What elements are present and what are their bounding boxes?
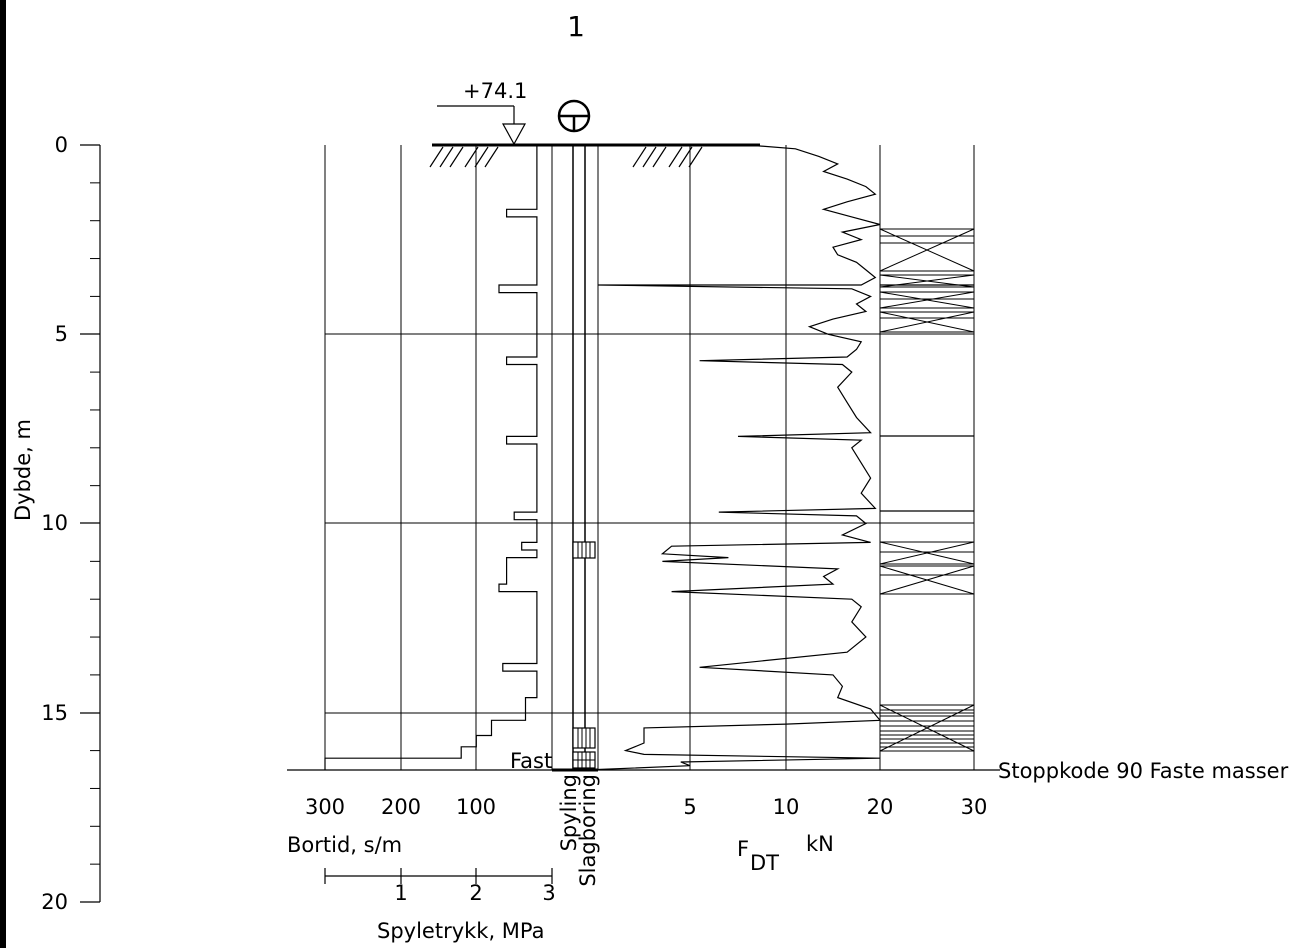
bortid-axis-label: Bortid, s/m bbox=[287, 833, 402, 857]
spyletrykk-tick-2: 2 bbox=[469, 881, 482, 905]
terrain-hatch-left bbox=[429, 146, 499, 168]
force-tick-20: 20 bbox=[867, 795, 894, 819]
cross-zone-4 bbox=[879, 311, 975, 333]
method-column-outline bbox=[572, 144, 586, 771]
bortid-tick-300: 300 bbox=[305, 795, 345, 819]
method-column bbox=[572, 144, 596, 771]
spyletrykk-axis: 1 2 3 Spyletrykk, MPa bbox=[324, 868, 556, 943]
cross-zone-3 bbox=[879, 291, 975, 309]
slagboring-interval-2 bbox=[572, 727, 596, 749]
elevation-marker: +74.1 bbox=[437, 79, 527, 146]
bortid-tick-200: 200 bbox=[381, 795, 421, 819]
force-tick-5: 5 bbox=[683, 795, 696, 819]
bortid-tick-100: 100 bbox=[456, 795, 496, 819]
elevation-triangle-icon bbox=[501, 123, 527, 146]
depth-axis: 0 5 10 15 20 Dybde, m bbox=[11, 133, 101, 914]
force-axis: 5 10 20 30 F DT kN bbox=[683, 795, 987, 875]
cross-zone-5 bbox=[879, 541, 975, 565]
total-sounding-symbol-icon bbox=[557, 99, 591, 133]
cross-zone-7 bbox=[879, 704, 975, 752]
terrain-surface bbox=[429, 143, 760, 168]
left-border-bar bbox=[0, 0, 6, 948]
spyletrykk-tick-1: 1 bbox=[394, 881, 407, 905]
fast-label: Fast bbox=[510, 749, 552, 773]
elevation-label: +74.1 bbox=[463, 79, 527, 103]
spyletrykk-axis-label: Spyletrykk, MPa bbox=[377, 919, 545, 943]
bortid-curve bbox=[324, 145, 538, 770]
slagboring-label: Slagboring bbox=[576, 774, 600, 887]
spyletrykk-tick-3: 3 bbox=[542, 881, 555, 905]
stop-code-label: Stoppkode 90 Faste masser bbox=[998, 759, 1289, 783]
depth-minor-ticks bbox=[90, 182, 100, 865]
grid bbox=[324, 145, 975, 770]
borehole-number: 1 bbox=[567, 10, 585, 43]
depth-tick-label-20: 20 bbox=[41, 890, 68, 914]
cross-hatch-zones bbox=[879, 228, 975, 752]
depth-tick-label-5: 5 bbox=[55, 322, 68, 346]
force-axis-label-unit: kN bbox=[806, 832, 834, 856]
slagboring-interval-1 bbox=[572, 541, 596, 559]
depth-tick-label-0: 0 bbox=[55, 133, 68, 157]
force-curve bbox=[597, 144, 882, 771]
slagboring-interval-3 bbox=[572, 751, 596, 769]
spyling-label: Spyling bbox=[557, 774, 581, 851]
force-tick-10: 10 bbox=[773, 795, 800, 819]
depth-tick-label-15: 15 bbox=[41, 701, 68, 725]
cross-zone-1 bbox=[879, 228, 975, 272]
bortid-axis: 300 200 100 Bortid, s/m bbox=[287, 795, 496, 857]
force-axis-label-main: F bbox=[737, 837, 749, 861]
terrain-hatch-right bbox=[632, 146, 703, 168]
force-axis-label-sub: DT bbox=[750, 851, 779, 875]
force-tick-30: 30 bbox=[961, 795, 988, 819]
depth-tick-label-10: 10 bbox=[41, 511, 68, 535]
cross-zone-6 bbox=[879, 565, 975, 595]
depth-axis-label: Dybde, m bbox=[11, 419, 35, 521]
